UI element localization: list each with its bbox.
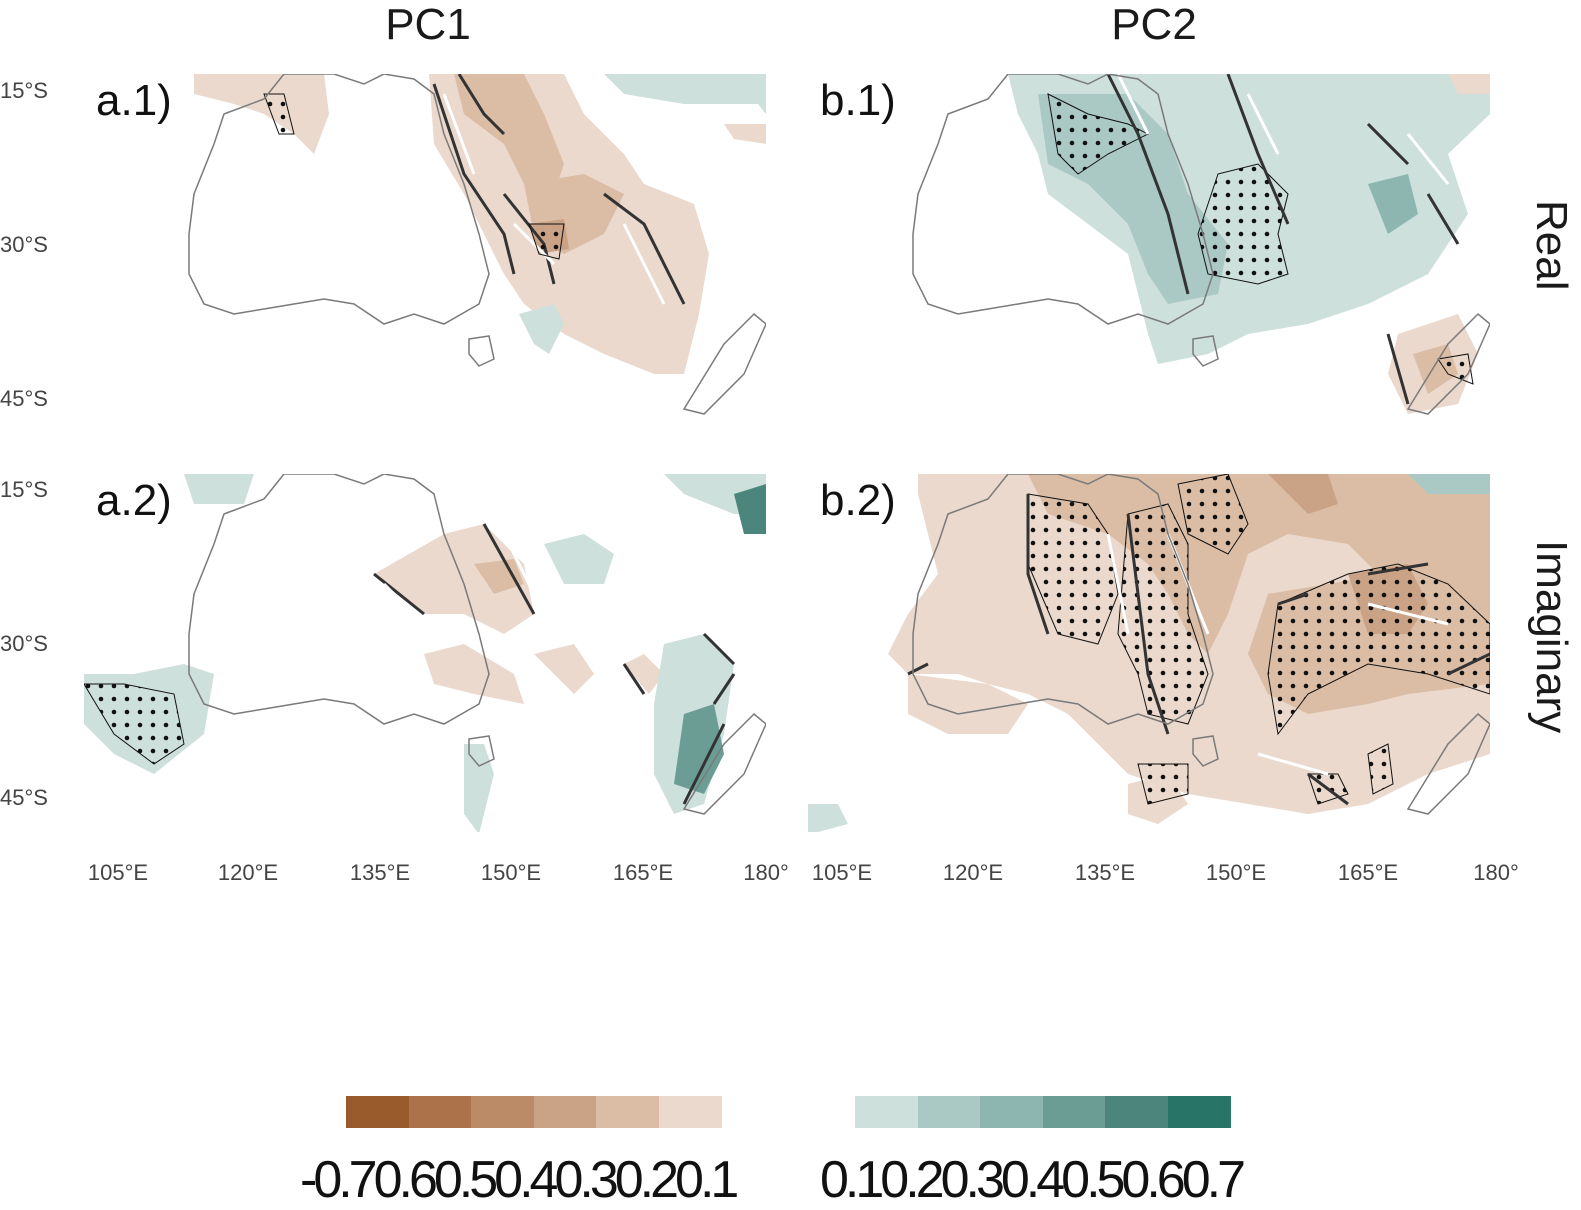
map-panel-a2: a.2) xyxy=(84,474,766,832)
lon-tick-165e-right: 165°E xyxy=(1337,860,1399,885)
lon-tick-180-left: 180° xyxy=(743,860,789,885)
column-title-pc1: PC1 xyxy=(385,0,471,49)
panel-label-b2: b.2) xyxy=(820,476,896,525)
row-title-real: Real xyxy=(1527,200,1576,291)
colorbar-swatch-pos-3 xyxy=(980,1096,1043,1128)
row-title-imaginary: Imaginary xyxy=(1527,540,1576,734)
colorbar-swatch-neg-6 xyxy=(658,1096,722,1128)
colorbar-positive xyxy=(855,1096,1231,1128)
colorbar-swatch-pos-4 xyxy=(1042,1096,1106,1128)
panel-label-a2: a.2) xyxy=(96,476,172,525)
colorbar-swatch-neg-1 xyxy=(346,1096,409,1128)
lon-tick-135e-right: 135°E xyxy=(1074,860,1136,885)
colorbar-positive-labels: 0.10.20.30.40.50.60.7 xyxy=(820,1151,1246,1209)
lon-tick-150e-left: 150°E xyxy=(480,860,542,885)
lon-tick-120e-left: 120°E xyxy=(217,860,279,885)
map-panel-a1: a.1) xyxy=(84,74,766,432)
lat-tick-30s-top: 30°S xyxy=(0,232,48,257)
lon-tick-105e-left: 105°E xyxy=(87,860,149,885)
lon-tick-120e-right: 120°E xyxy=(942,860,1004,885)
colorbar-negative-labels: -0.70.60.50.40.30.20.1 xyxy=(300,1151,739,1209)
lon-tick-150e-right: 150°E xyxy=(1205,860,1267,885)
colorbar-swatch-pos-6 xyxy=(1167,1096,1231,1128)
map-panel-b2: b.2) xyxy=(808,474,1490,832)
lon-tick-135e-left: 135°E xyxy=(349,860,411,885)
colorbar-swatch-pos-1 xyxy=(855,1096,918,1128)
lon-tick-180-right: 180° xyxy=(1473,860,1519,885)
column-title-pc2: PC2 xyxy=(1111,0,1197,49)
lat-tick-15s-bottom: 15°S xyxy=(0,477,48,502)
panel-label-b1: b.1) xyxy=(820,76,896,125)
lat-tick-45s-bottom: 45°S xyxy=(0,785,48,810)
lon-tick-165e-left: 165°E xyxy=(612,860,674,885)
colorbar-swatch-neg-5 xyxy=(596,1096,659,1128)
lat-tick-45s-top: 45°S xyxy=(0,386,48,411)
colorbar-swatch-neg-4 xyxy=(533,1096,597,1128)
colorbar-negative xyxy=(346,1096,722,1128)
map-panel-b1: b.1) xyxy=(808,74,1490,432)
panel-label-a1: a.1) xyxy=(96,76,172,125)
colorbar-swatch-neg-3 xyxy=(471,1096,534,1128)
lon-tick-105e-right: 105°E xyxy=(811,860,873,885)
colorbar-swatch-pos-5 xyxy=(1105,1096,1168,1128)
colorbar-swatch-neg-2 xyxy=(408,1096,472,1128)
lat-tick-30s-bottom: 30°S xyxy=(0,631,48,656)
colorbar-swatch-pos-2 xyxy=(917,1096,981,1128)
lat-tick-15s-top: 15°S xyxy=(0,78,48,103)
